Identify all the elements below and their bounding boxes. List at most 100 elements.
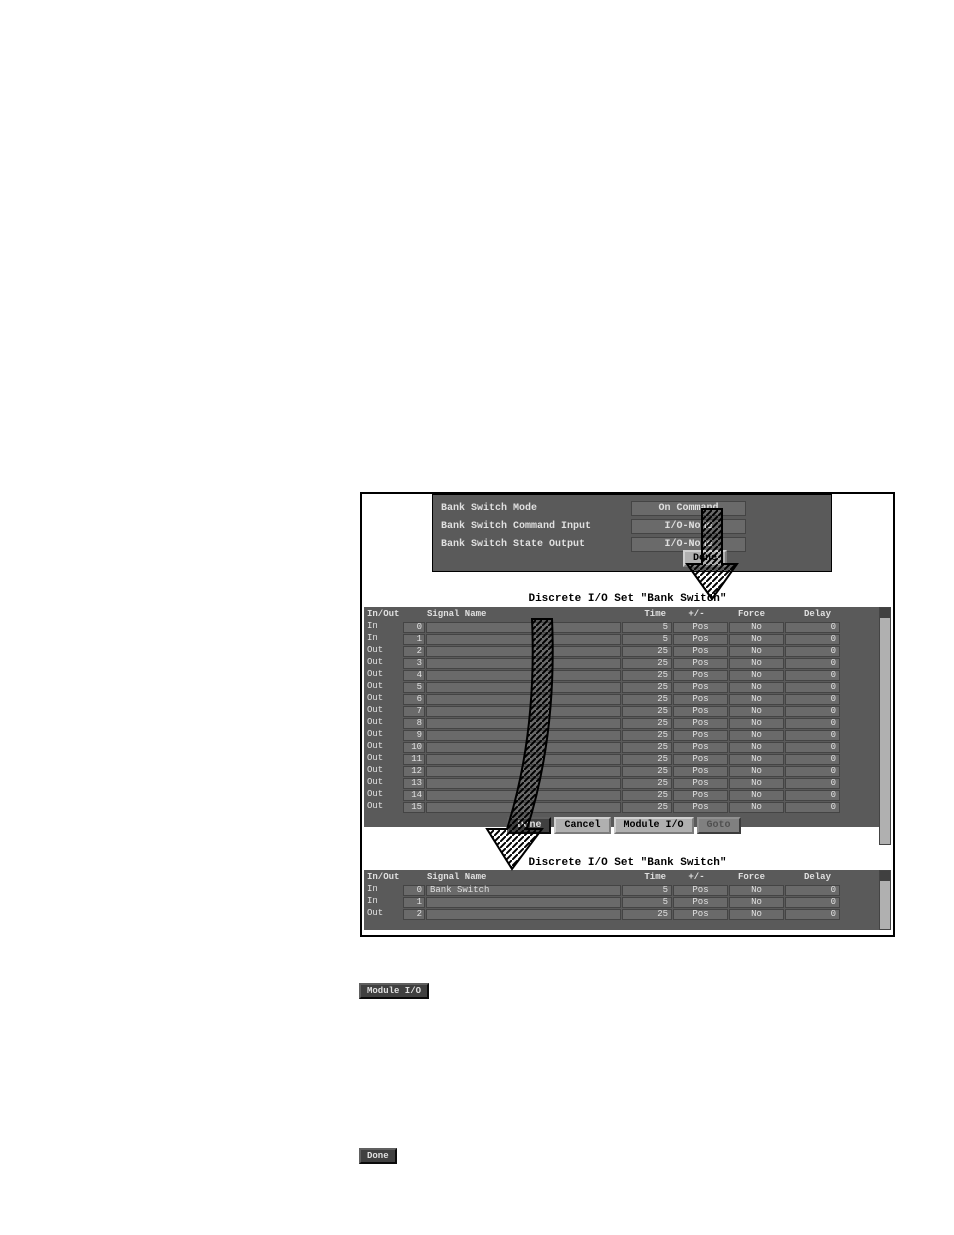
cell-force[interactable]: No — [729, 658, 784, 669]
cell-delay[interactable]: 0 — [785, 622, 840, 633]
table-row[interactable]: Out525PosNo0 — [364, 681, 884, 693]
cell-force[interactable]: No — [729, 766, 784, 777]
cell-delay[interactable]: 0 — [785, 742, 840, 753]
cell-pm[interactable]: Pos — [673, 802, 728, 813]
cell-n[interactable]: 10 — [403, 742, 425, 753]
cell-signal[interactable] — [426, 694, 621, 705]
cell-n[interactable]: 12 — [403, 766, 425, 777]
cell-pm[interactable]: Pos — [673, 730, 728, 741]
cell-time[interactable]: 25 — [622, 706, 672, 717]
cell-pm[interactable]: Pos — [673, 909, 728, 920]
cell-force[interactable]: No — [729, 897, 784, 908]
done-button[interactable]: Done — [507, 817, 551, 834]
table-row[interactable]: Out625PosNo0 — [364, 693, 884, 705]
cell-signal[interactable] — [426, 706, 621, 717]
scroll-thumb[interactable] — [880, 871, 890, 881]
cell-pm[interactable]: Pos — [673, 742, 728, 753]
cell-signal[interactable] — [426, 766, 621, 777]
scrollbar[interactable] — [879, 607, 891, 845]
cell-signal[interactable] — [426, 909, 621, 920]
cell-pm[interactable]: Pos — [673, 682, 728, 693]
cell-force[interactable]: No — [729, 754, 784, 765]
cell-n[interactable]: 1 — [403, 897, 425, 908]
cell-time[interactable]: 25 — [622, 646, 672, 657]
cell-delay[interactable]: 0 — [785, 646, 840, 657]
done-button[interactable]: Done — [683, 550, 727, 567]
cell-pm[interactable]: Pos — [673, 718, 728, 729]
table-row[interactable]: Out1425PosNo0 — [364, 789, 884, 801]
cell-force[interactable]: No — [729, 909, 784, 920]
cell-pm[interactable]: Pos — [673, 634, 728, 645]
cell-time[interactable]: 25 — [622, 730, 672, 741]
cell-n[interactable]: 4 — [403, 670, 425, 681]
cell-time[interactable]: 25 — [622, 754, 672, 765]
scroll-thumb[interactable] — [880, 608, 890, 618]
cell-time[interactable]: 25 — [622, 909, 672, 920]
cell-pm[interactable]: Pos — [673, 694, 728, 705]
table-row[interactable]: Out825PosNo0 — [364, 717, 884, 729]
cell-time[interactable]: 5 — [622, 885, 672, 896]
cell-n[interactable]: 9 — [403, 730, 425, 741]
cell-force[interactable]: No — [729, 682, 784, 693]
table-row[interactable]: Out1225PosNo0 — [364, 765, 884, 777]
cell-n[interactable]: 2 — [403, 646, 425, 657]
cell-pm[interactable]: Pos — [673, 658, 728, 669]
done-button-inline[interactable]: Done — [359, 1148, 397, 1164]
cell-n[interactable]: 1 — [403, 634, 425, 645]
cell-pm[interactable]: Pos — [673, 754, 728, 765]
cell-n[interactable]: 3 — [403, 658, 425, 669]
cell-pm[interactable]: Pos — [673, 766, 728, 777]
table-row[interactable]: Out225PosNo0 — [364, 908, 884, 920]
cell-n[interactable]: 15 — [403, 802, 425, 813]
field-value[interactable]: I/O-None — [631, 519, 746, 534]
cell-pm[interactable]: Pos — [673, 778, 728, 789]
cell-signal[interactable] — [426, 742, 621, 753]
cell-signal[interactable] — [426, 622, 621, 633]
cell-time[interactable]: 25 — [622, 766, 672, 777]
table-row[interactable]: Out1525PosNo0 — [364, 801, 884, 813]
cell-pm[interactable]: Pos — [673, 670, 728, 681]
cell-n[interactable]: 11 — [403, 754, 425, 765]
cell-force[interactable]: No — [729, 706, 784, 717]
cell-signal[interactable] — [426, 897, 621, 908]
cell-time[interactable]: 5 — [622, 634, 672, 645]
cell-force[interactable]: No — [729, 622, 784, 633]
cell-delay[interactable]: 0 — [785, 766, 840, 777]
cell-pm[interactable]: Pos — [673, 897, 728, 908]
cell-delay[interactable]: 0 — [785, 885, 840, 896]
cell-time[interactable]: 5 — [622, 897, 672, 908]
cell-n[interactable]: 5 — [403, 682, 425, 693]
table-row[interactable]: Out325PosNo0 — [364, 657, 884, 669]
cell-force[interactable]: No — [729, 646, 784, 657]
cell-pm[interactable]: Pos — [673, 790, 728, 801]
cell-n[interactable]: 13 — [403, 778, 425, 789]
cell-time[interactable]: 25 — [622, 694, 672, 705]
cell-signal[interactable] — [426, 658, 621, 669]
cell-signal[interactable] — [426, 682, 621, 693]
cell-pm[interactable]: Pos — [673, 706, 728, 717]
cell-delay[interactable]: 0 — [785, 802, 840, 813]
cell-n[interactable]: 7 — [403, 706, 425, 717]
table-row[interactable]: Out1325PosNo0 — [364, 777, 884, 789]
table-row[interactable]: Out425PosNo0 — [364, 669, 884, 681]
module-io-button-inline[interactable]: Module I/O — [359, 983, 429, 999]
goto-button[interactable]: Goto — [697, 817, 741, 834]
cell-delay[interactable]: 0 — [785, 730, 840, 741]
cell-force[interactable]: No — [729, 790, 784, 801]
cell-force[interactable]: No — [729, 802, 784, 813]
cell-pm[interactable]: Pos — [673, 646, 728, 657]
field-value[interactable]: On Command — [631, 501, 746, 516]
table-row[interactable]: In05PosNo0 — [364, 621, 884, 633]
cell-signal[interactable] — [426, 730, 621, 741]
cell-delay[interactable]: 0 — [785, 909, 840, 920]
cell-pm[interactable]: Pos — [673, 885, 728, 896]
table-row[interactable]: In15PosNo0 — [364, 896, 884, 908]
cell-force[interactable]: No — [729, 730, 784, 741]
cell-delay[interactable]: 0 — [785, 790, 840, 801]
scrollbar[interactable] — [879, 870, 891, 930]
cell-signal[interactable] — [426, 778, 621, 789]
cell-force[interactable]: No — [729, 885, 784, 896]
cell-time[interactable]: 5 — [622, 622, 672, 633]
cell-n[interactable]: 8 — [403, 718, 425, 729]
cell-force[interactable]: No — [729, 718, 784, 729]
